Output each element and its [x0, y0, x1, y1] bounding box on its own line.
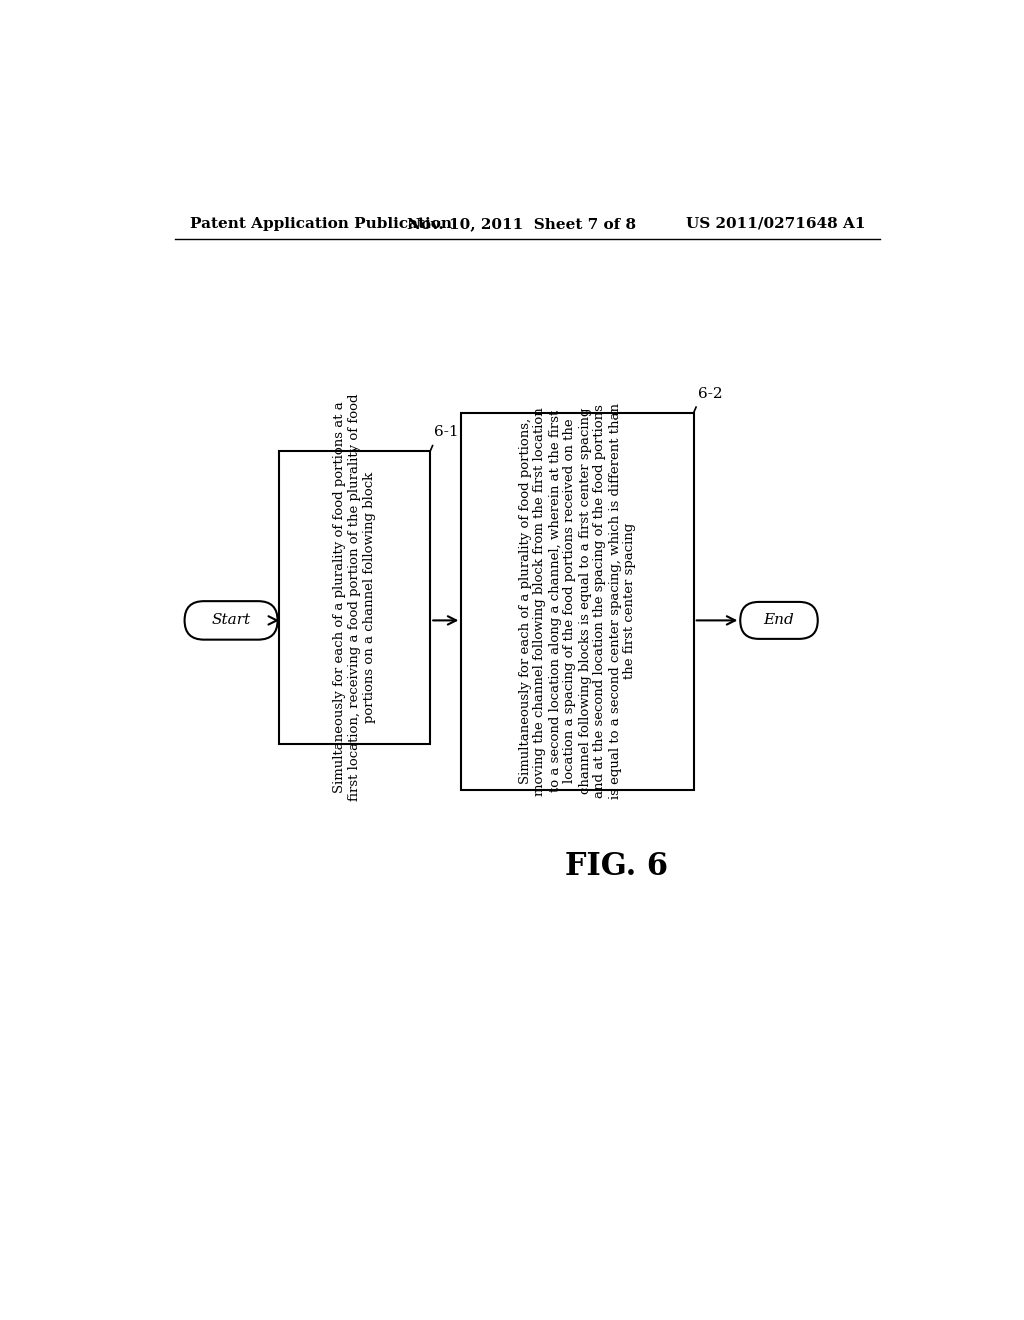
- Bar: [461, 412, 693, 789]
- Text: Start: Start: [212, 614, 251, 627]
- Text: Patent Application Publication: Patent Application Publication: [190, 216, 452, 231]
- Text: Nov. 10, 2011  Sheet 7 of 8: Nov. 10, 2011 Sheet 7 of 8: [407, 216, 636, 231]
- Text: 6-2: 6-2: [697, 387, 722, 401]
- Text: Simultaneously for each of a plurality of food portions at a
first location, rec: Simultaneously for each of a plurality o…: [333, 393, 376, 801]
- Text: US 2011/0271648 A1: US 2011/0271648 A1: [686, 216, 865, 231]
- Text: Simultaneously for each of a plurality of food portions,
moving the channel foll: Simultaneously for each of a plurality o…: [518, 403, 637, 799]
- Text: 6-1: 6-1: [434, 425, 459, 440]
- Text: FIG. 6: FIG. 6: [565, 851, 668, 882]
- Text: End: End: [764, 614, 795, 627]
- Bar: [280, 451, 430, 743]
- FancyBboxPatch shape: [184, 601, 278, 640]
- FancyBboxPatch shape: [740, 602, 818, 639]
